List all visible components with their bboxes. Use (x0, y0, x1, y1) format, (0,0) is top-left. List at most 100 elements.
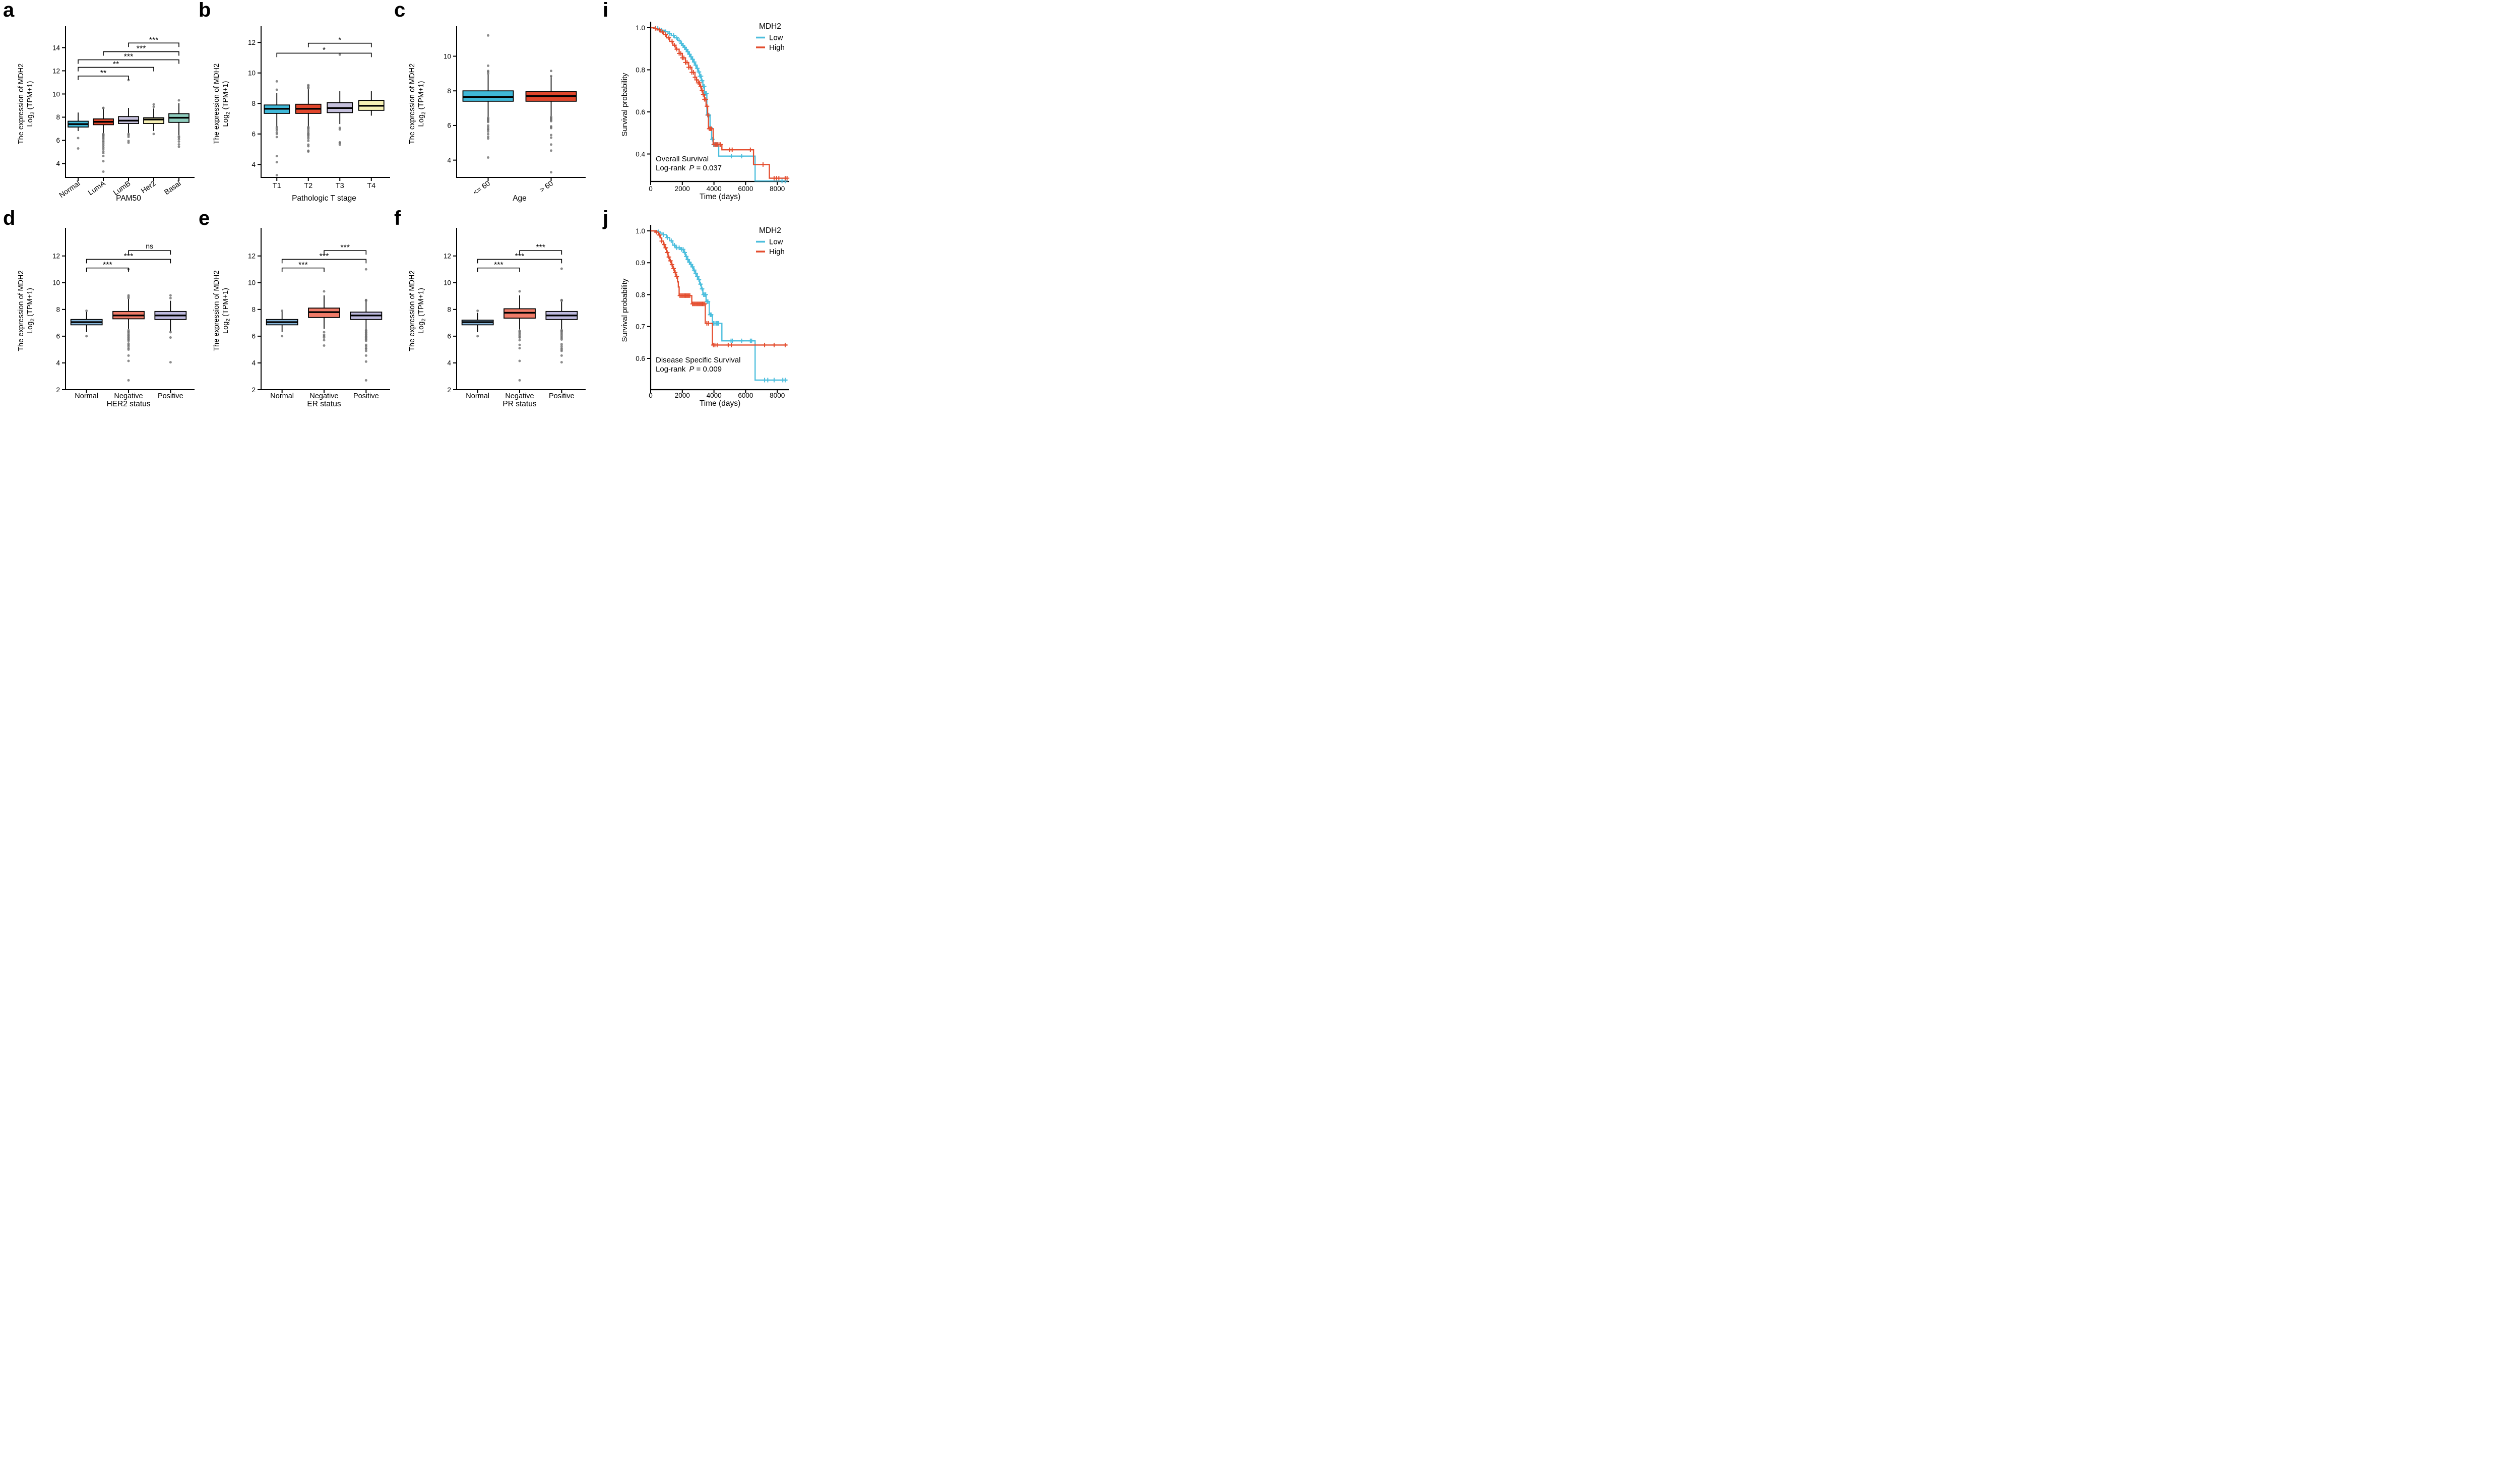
legend-label-high: High (769, 43, 785, 52)
sig-label: ** (113, 60, 119, 69)
sig-bracket (128, 250, 171, 255)
x-tick-label: T2 (304, 182, 312, 190)
y-tick-label: 8 (56, 113, 60, 121)
x-tick-label: Positive (158, 392, 183, 400)
figure-mdh2-expression-survival: a 4 6 8 10 12 14 The expression of MDH2 Log2 (TP… (0, 0, 790, 408)
y-tick-label: 8 (251, 306, 256, 314)
panel-i-chart: 0.4 0.6 0.8 1.0 0 2000 4000 6000 8000 Survival pr… (620, 22, 790, 201)
panel-f-letter: f (394, 207, 401, 229)
x-axis-label: Pathologic T stage (292, 194, 356, 203)
outlier-point (102, 160, 105, 163)
x-axis-label: PR status (502, 400, 536, 408)
outlier-point (275, 173, 278, 176)
y-tick-label: 12 (52, 67, 60, 75)
outlier-point (560, 361, 563, 364)
sig-bracket (324, 250, 367, 255)
y-tick-label: 0.8 (636, 291, 645, 298)
x-tick-label: Normal (58, 179, 82, 200)
outlier-point (487, 70, 489, 73)
outlier-point (127, 379, 130, 382)
sig-bracket (477, 267, 520, 272)
sig-label: *** (298, 261, 308, 270)
y-tick-label: 0.6 (636, 355, 645, 362)
outlier-point (275, 155, 278, 158)
outlier-point (550, 75, 552, 78)
x-tick-label: 2000 (675, 392, 690, 399)
sig-bracket (276, 52, 372, 57)
sig-label: *** (320, 252, 329, 261)
outlier-point (307, 139, 310, 142)
outlier-point (364, 268, 367, 271)
outlier-point (550, 143, 552, 146)
outlier-point (518, 359, 521, 362)
panel-j: j 0.6 0.7 0.8 0.9 1.0 0 2000 4000 6000 8000 Surviva… (587, 204, 790, 408)
outlier-point (127, 339, 130, 342)
y-tick-label: 10 (52, 279, 60, 287)
outlier-point (307, 137, 310, 140)
x-tick-label: 4000 (707, 185, 722, 193)
outlier-point (487, 64, 489, 67)
y-tick-label: 12 (444, 253, 451, 260)
panel-e-chart: 2 4 6 8 10 12 The expression of MDH2 Log2 (TPM+… (213, 228, 390, 408)
outlier-point (518, 290, 521, 293)
y-tick-label: 4 (251, 359, 256, 367)
outlier-point (518, 343, 521, 346)
sig-label: *** (494, 261, 503, 270)
outlier-point (364, 354, 367, 357)
y-tick-label: 0.9 (636, 259, 645, 267)
outlier-point (102, 170, 105, 173)
sig-label: ns (146, 242, 153, 250)
y-tick-label: 10 (248, 70, 256, 77)
sig-bracket (128, 42, 179, 47)
sig-bracket (281, 259, 367, 264)
outlier-point (275, 133, 278, 136)
outlier-point (127, 136, 130, 139)
panel-e: e 2 4 6 8 10 12 The expression of MDH2 Log2 (TPM… (196, 204, 391, 408)
outlier-point (177, 140, 180, 143)
x-tick-label: 0 (649, 185, 653, 193)
outlier-point (307, 150, 310, 153)
outlier-point (275, 80, 278, 83)
x-tick-label: Normal (466, 392, 489, 400)
outlier-point (127, 359, 130, 362)
outlier-point (127, 354, 130, 357)
outlier-point (102, 107, 105, 110)
sig-label: *** (103, 261, 112, 270)
outlier-point (102, 152, 105, 155)
outlier-point (550, 70, 552, 73)
outlier-point (177, 136, 180, 139)
panel-e-letter: e (199, 207, 210, 229)
x-tick-label: 4000 (707, 392, 722, 399)
outlier-point (364, 339, 367, 342)
sig-bracket (519, 250, 562, 255)
outlier-point (177, 138, 180, 141)
x-axis-label: Time (days) (700, 193, 740, 201)
y-tick-label: 10 (444, 52, 451, 60)
y-tick-label: 4 (251, 161, 256, 168)
outlier-point (487, 137, 489, 140)
y-tick-label: 8 (447, 306, 451, 314)
outlier-point (487, 135, 489, 138)
x-tick-label: T1 (273, 182, 281, 190)
y-axis-label-line1: The expression of MDH2 (408, 64, 416, 144)
outlier-point (560, 338, 563, 341)
y-axis-label-line1: The expression of MDH2 (213, 64, 221, 144)
outlier-point (169, 361, 172, 364)
sig-label: * (323, 46, 326, 54)
outlier-point (275, 129, 278, 132)
annotation-logrank: Log-rank P = 0.037 (656, 164, 722, 172)
y-tick-label: 2 (447, 386, 451, 394)
outlier-point (102, 138, 105, 141)
y-tick-label: 12 (248, 253, 256, 260)
outlier-point (152, 105, 155, 108)
y-tick-label: 14 (52, 44, 60, 51)
x-tick-label: Normal (270, 392, 294, 400)
outlier-point (550, 171, 552, 174)
outlier-point (476, 335, 479, 338)
sig-bracket (78, 67, 154, 72)
outlier-point (487, 126, 489, 129)
x-axis-label: ER status (307, 400, 341, 408)
x-tick-label: LumA (87, 179, 107, 197)
panel-i: i 0.4 0.6 0.8 1.0 0 2000 4000 6000 8000 Survival p… (587, 0, 790, 204)
outlier-point (169, 331, 172, 334)
